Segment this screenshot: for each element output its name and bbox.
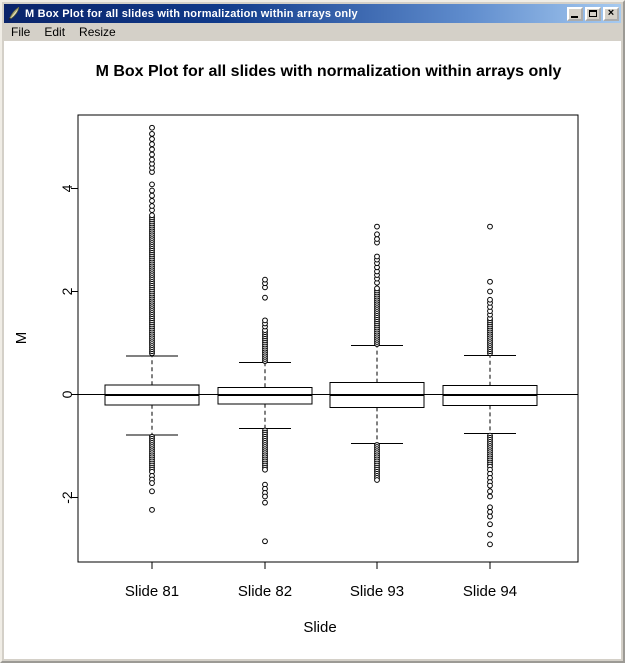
boxplot-group-1 <box>218 276 312 545</box>
menu-item-edit[interactable]: Edit <box>44 25 66 39</box>
svg-text:4: 4 <box>59 184 75 192</box>
svg-text:2: 2 <box>59 287 75 295</box>
svg-text:Slide: Slide <box>303 619 336 636</box>
menu-item-file[interactable]: File <box>11 25 31 39</box>
maximize-button[interactable] <box>585 6 601 21</box>
title-bar: M Box Plot for all slides with normaliza… <box>4 4 621 23</box>
window-title: M Box Plot for all slides with normaliza… <box>25 7 358 20</box>
app-icon <box>8 6 20 20</box>
svg-text:Slide 93: Slide 93 <box>350 583 404 600</box>
boxplot-canvas: -2 0 2 4 Slide 81 Slide 82 Slide 93 Slide 94 M Sl… <box>13 114 579 636</box>
svg-text:-2: -2 <box>59 491 75 504</box>
minimize-button[interactable] <box>567 6 583 21</box>
maximize-icon <box>589 10 597 17</box>
boxplot-group-0 <box>105 124 199 513</box>
boxplot-group-2 <box>330 223 424 483</box>
plot-client-area: M Box Plot for all slides with normaliza… <box>4 41 621 659</box>
close-icon: × <box>607 7 615 19</box>
svg-text:0: 0 <box>59 390 75 398</box>
close-button[interactable]: × <box>603 6 619 21</box>
svg-text:Slide 81: Slide 81 <box>125 583 179 600</box>
svg-text:Slide 94: Slide 94 <box>463 583 517 600</box>
minimize-icon <box>571 15 578 18</box>
svg-text:Slide 82: Slide 82 <box>238 583 292 600</box>
menu-bar: File Edit Resize <box>4 23 621 41</box>
chart-title: M Box Plot for all slides with normaliza… <box>95 63 562 80</box>
svg-text:M: M <box>13 332 30 345</box>
boxplot-group-3 <box>443 223 537 548</box>
menu-item-resize[interactable]: Resize <box>79 25 116 39</box>
